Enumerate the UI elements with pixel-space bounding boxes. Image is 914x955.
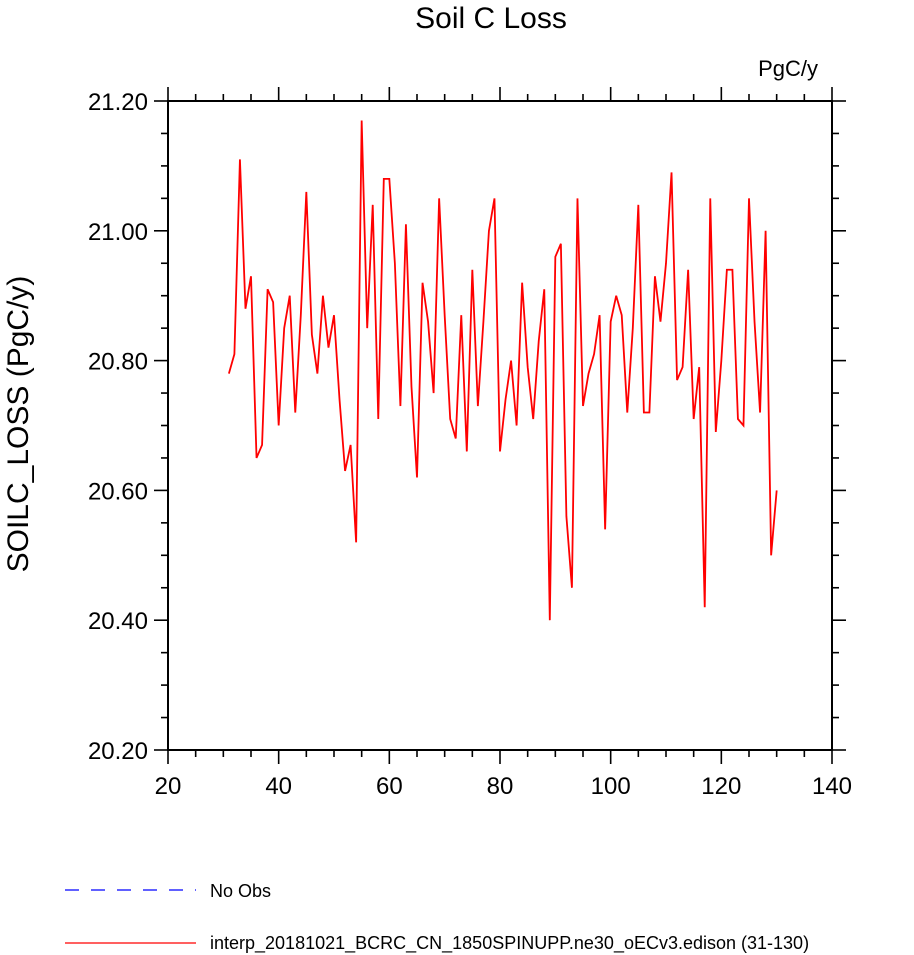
y-tick-label: 21.00 [88,219,148,246]
y-axis-ticks: 20.20 20.40 20.60 20.80 21.00 21.20 [88,89,846,765]
y-axis-label: SOILC_LOSS (PgC/y) [2,276,35,573]
x-tick-label: 60 [376,773,403,800]
legend-label-no-obs: No Obs [210,881,271,901]
x-tick-label: 120 [701,773,741,800]
series-group [228,120,778,621]
legend: No Obs interp_20181021_BCRC_CN_1850SPINU… [65,881,809,954]
y-tick-label: 20.40 [88,608,148,635]
legend-label-series: interp_20181021_BCRC_CN_1850SPINUPP.ne30… [210,933,809,954]
x-tick-label: 100 [591,773,631,800]
chart-title: Soil C Loss [415,2,567,35]
chart-units: PgC/y [758,56,818,81]
series-line [228,120,778,621]
y-tick-label: 21.20 [88,89,148,116]
x-axis-ticks: 20 40 60 80 100 120 140 [155,87,852,800]
y-tick-label: 20.80 [88,349,148,376]
x-tick-label: 140 [812,773,852,800]
x-tick-label: 80 [487,773,514,800]
y-tick-label: 20.20 [88,738,148,765]
y-tick-label: 20.60 [88,478,148,505]
x-tick-label: 20 [155,773,182,800]
x-tick-label: 40 [265,773,292,800]
